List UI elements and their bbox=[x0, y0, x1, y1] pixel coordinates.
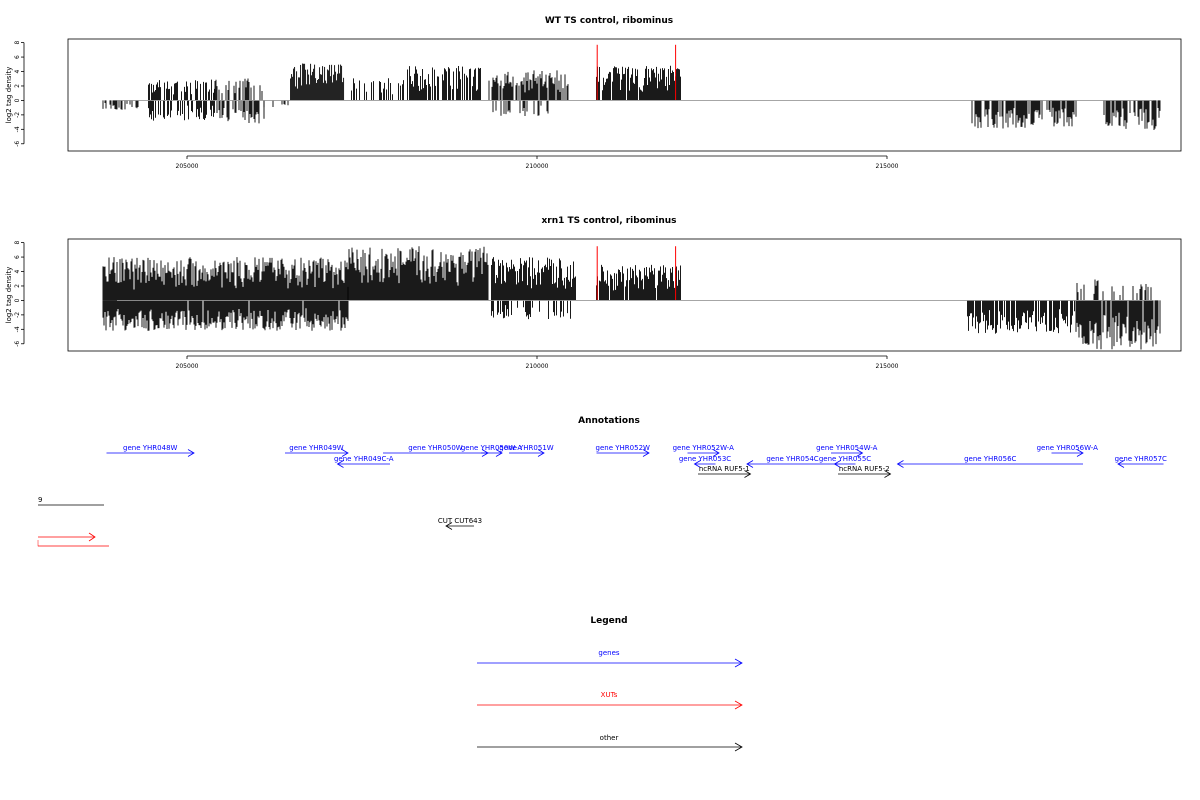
y-tick-label: 4 bbox=[14, 69, 21, 73]
feature-arrowhead bbox=[187, 449, 195, 457]
y-tick-label: -2 bbox=[14, 312, 21, 318]
legend-arrowhead-xuts bbox=[734, 700, 743, 710]
y-tick-label: -6 bbox=[14, 341, 21, 347]
x-tick-label: 205000 bbox=[176, 163, 199, 170]
side-mark-black-label: 9 bbox=[38, 496, 42, 504]
side-mark-red-label: | bbox=[37, 540, 39, 547]
feature-arrowhead bbox=[445, 522, 453, 530]
y-tick-label: 4 bbox=[14, 269, 21, 273]
feature-arrowhead bbox=[495, 449, 503, 457]
feature-arrowhead bbox=[833, 460, 841, 468]
x-tick-label: 210000 bbox=[526, 163, 549, 170]
y-tick-label: -2 bbox=[14, 112, 21, 118]
feature-label: ncRNA RUF5-2 bbox=[839, 465, 890, 473]
feature-label: gene YHR056C bbox=[964, 455, 1016, 463]
feature-label: CUT CUT643 bbox=[438, 517, 482, 525]
feature-label: gene YHR052W bbox=[596, 444, 650, 452]
y-tick-label: 8 bbox=[14, 41, 21, 45]
y-tick-label: 6 bbox=[14, 255, 21, 259]
annotation-track: gene YHR048W gene YHR049W gene YHR049C-A ge… bbox=[106, 444, 1167, 530]
side-mark-red-arrow-head bbox=[88, 532, 96, 542]
feature-label: gene YHR052W-A bbox=[673, 444, 734, 452]
x-tick-label: 205000 bbox=[176, 363, 199, 370]
feature-label: gene YHR054C bbox=[766, 455, 818, 463]
y-tick-label: 2 bbox=[14, 284, 21, 288]
legend-title: Legend bbox=[590, 616, 627, 626]
legend-arrowhead-other bbox=[734, 742, 743, 752]
feature-arrowhead bbox=[336, 460, 344, 468]
feature-arrowhead bbox=[341, 449, 349, 457]
feature-label: gene YHR056W-A bbox=[1037, 444, 1098, 452]
legend-item-other: other bbox=[477, 734, 743, 752]
panel-xrn1-bars bbox=[102, 246, 1161, 350]
y-tick-label: 0 bbox=[14, 298, 21, 302]
feature-arrowhead bbox=[896, 460, 904, 468]
feature-arrowhead bbox=[1076, 449, 1084, 457]
panel-xrn1-title: xrn1 TS control, ribominus bbox=[541, 216, 676, 226]
x-tick-label: 210000 bbox=[526, 363, 549, 370]
panel-wt-frame bbox=[67, 38, 1182, 152]
legend-item-genes: genes bbox=[477, 649, 743, 668]
panel-xrn1-axes: -6 -4 -2 0 2 4 6 8 205000 210000 215000 bbox=[14, 241, 1153, 370]
panel-wt-axes: -6 -4 -2 0 2 4 6 8 205000 210000 215000 bbox=[14, 41, 1153, 170]
feature-arrowhead bbox=[1117, 460, 1125, 468]
y-tick-label: 2 bbox=[14, 84, 21, 88]
panel-wt-ylabel: log2 tag density bbox=[5, 67, 13, 124]
feature-label: gene YHR049W bbox=[289, 444, 343, 452]
y-tick-label: -4 bbox=[14, 126, 21, 132]
feature-arrowhead bbox=[884, 470, 892, 478]
x-tick-label: 215000 bbox=[876, 363, 899, 370]
feature-label: ncRNA RUF5-1 bbox=[699, 465, 750, 473]
legend-arrowhead-genes bbox=[734, 658, 743, 668]
feature-arrowhead bbox=[642, 449, 650, 457]
feature-label: gene YHR048W bbox=[123, 444, 177, 452]
legend-item-xuts: XUTs bbox=[477, 691, 743, 710]
feature-label: gene YHR057C bbox=[1115, 455, 1167, 463]
y-tick-label: 6 bbox=[14, 55, 21, 59]
x-tick-label: 215000 bbox=[876, 163, 899, 170]
legend-label-genes: genes bbox=[598, 649, 619, 657]
panel-xrn1-ylabel: log2 tag density bbox=[5, 267, 13, 324]
feature-label: gene YHR051W bbox=[499, 444, 553, 452]
feature-label: gene YHR050W-A bbox=[461, 444, 522, 452]
panel-wt-bars bbox=[102, 44, 1161, 131]
feature-arrowhead bbox=[712, 449, 720, 457]
feature-label: gene YHR054W-A bbox=[816, 444, 877, 452]
panel-xrn1-frame bbox=[67, 238, 1182, 352]
feature-arrowhead bbox=[744, 470, 752, 478]
feature-arrowhead bbox=[856, 449, 864, 457]
y-tick-label: 8 bbox=[14, 241, 21, 245]
y-tick-label: -6 bbox=[14, 141, 21, 147]
legend-label-other: other bbox=[600, 734, 619, 742]
feature-label: gene YHR049C-A bbox=[334, 455, 394, 463]
feature-label: gene YHR055C bbox=[819, 455, 871, 463]
panel-wt-title: WT TS control, ribominus bbox=[545, 16, 673, 26]
y-tick-label: 0 bbox=[14, 98, 21, 102]
annotations-title: Annotations bbox=[578, 416, 640, 426]
feature-arrowhead bbox=[693, 460, 701, 468]
y-tick-label: -4 bbox=[14, 326, 21, 332]
feature-label: gene YHR053C bbox=[679, 455, 731, 463]
feature-label: gene YHR050W bbox=[408, 444, 462, 452]
feature-arrowhead bbox=[746, 460, 754, 468]
feature-arrowhead bbox=[537, 449, 545, 457]
legend-label-xuts: XUTs bbox=[601, 691, 618, 699]
